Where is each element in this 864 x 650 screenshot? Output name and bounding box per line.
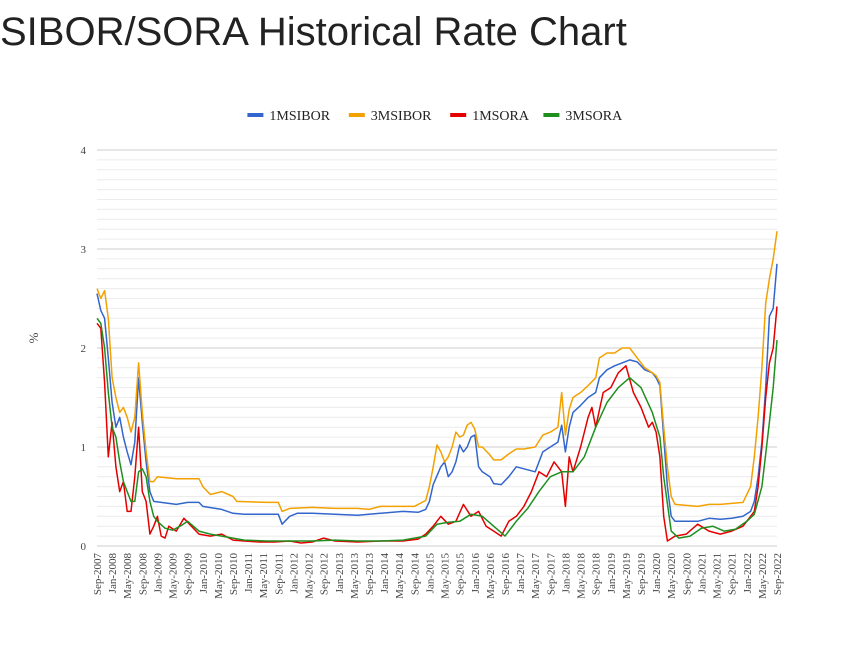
x-tick-label: Jan-2018 [560,553,572,594]
y-tick-label: 4 [81,145,87,157]
x-tick-label: May-2016 [485,553,497,599]
chart-gridlines [97,149,777,547]
chart-series-lines [96,231,778,544]
x-tick-label: May-2010 [213,553,225,599]
legend-label-1msora: 1MSORA [472,109,530,124]
x-tick-label: May-2018 [576,553,588,599]
x-axis-ticks: Sep-2007 Jan-2008 May-2008 Sep-2008 Jan-2009… [92,553,784,599]
x-tick-label: Sep-2021 [727,553,739,595]
y-axis-label: % [26,332,41,343]
x-tick-label: Sep-2019 [636,553,648,596]
x-tick-label: Sep-2016 [500,553,512,596]
x-tick-label: Sep-2011 [273,553,285,595]
y-tick-label: 2 [81,343,87,355]
x-tick-label: Jan-2011 [243,553,255,593]
y-tick-label: 3 [81,244,87,256]
x-tick-label: Jan-2019 [606,553,618,594]
x-tick-label: Jan-2013 [334,553,346,594]
x-tick-label: May-2020 [666,553,678,599]
x-tick-label: Sep-2007 [92,553,104,596]
chart-legend: 1MSIBOR 3MSIBOR 1MSORA 3MSORA [247,109,623,124]
x-tick-label: Sep-2012 [319,553,331,595]
x-tick-label: May-2008 [122,553,134,599]
x-tick-label: May-2021 [712,553,724,599]
x-tick-label: Jan-2017 [515,553,527,594]
x-tick-label: Sep-2020 [681,553,693,596]
x-tick-label: Jan-2014 [379,553,391,594]
x-tick-label: May-2013 [349,553,361,599]
legend-swatch-1msibor [247,113,264,117]
x-tick-label: Jan-2020 [651,553,663,594]
x-tick-label: Jan-2015 [424,553,436,594]
x-tick-label: May-2017 [530,553,542,599]
x-tick-label: Sep-2008 [137,553,149,596]
legend-label-3msora: 3MSORA [565,109,623,124]
x-tick-label: Jan-2021 [696,553,708,593]
x-tick-label: Sep-2015 [455,553,467,596]
x-tick-label: May-2009 [168,553,180,599]
x-tick-label: Jan-2008 [107,553,119,594]
x-tick-label: May-2019 [621,553,633,599]
x-tick-label: Jan-2010 [198,553,210,594]
legend-label-1msibor: 1MSIBOR [269,109,330,124]
y-axis-ticks: 0 1 2 3 4 [81,145,87,553]
x-tick-label: May-2012 [304,553,316,599]
x-tick-label: Sep-2018 [591,553,603,596]
x-tick-label: May-2011 [258,553,270,598]
y-tick-label: 1 [81,442,87,454]
x-tick-label: Jan-2012 [288,553,300,593]
x-tick-label: Jan-2022 [742,553,754,593]
x-tick-label: Sep-2009 [183,553,195,596]
x-tick-label: Sep-2010 [228,553,240,596]
x-tick-label: Jan-2016 [470,553,482,594]
x-tick-label: May-2015 [440,553,452,599]
x-tick-label: Sep-2022 [772,553,784,595]
x-tick-label: Sep-2017 [545,553,557,596]
series-line-3msibor [96,231,778,513]
x-tick-label: May-2022 [757,553,769,599]
legend-swatch-1msora [450,113,467,117]
series-line-1msibor [96,263,778,525]
x-tick-label: Sep-2013 [364,553,376,596]
series-line-1msora [96,306,778,544]
x-tick-label: May-2014 [394,553,406,599]
y-tick-label: 0 [81,541,87,553]
legend-swatch-3msibor [348,113,365,117]
legend-swatch-3msora [543,113,560,117]
legend-label-3msibor: 3MSIBOR [371,109,432,124]
x-tick-label: Jan-2009 [152,553,164,594]
x-tick-label: Sep-2014 [409,553,421,596]
page-title: SIBOR/SORA Historical Rate Chart [0,10,627,54]
series-line-3msora [96,317,778,542]
